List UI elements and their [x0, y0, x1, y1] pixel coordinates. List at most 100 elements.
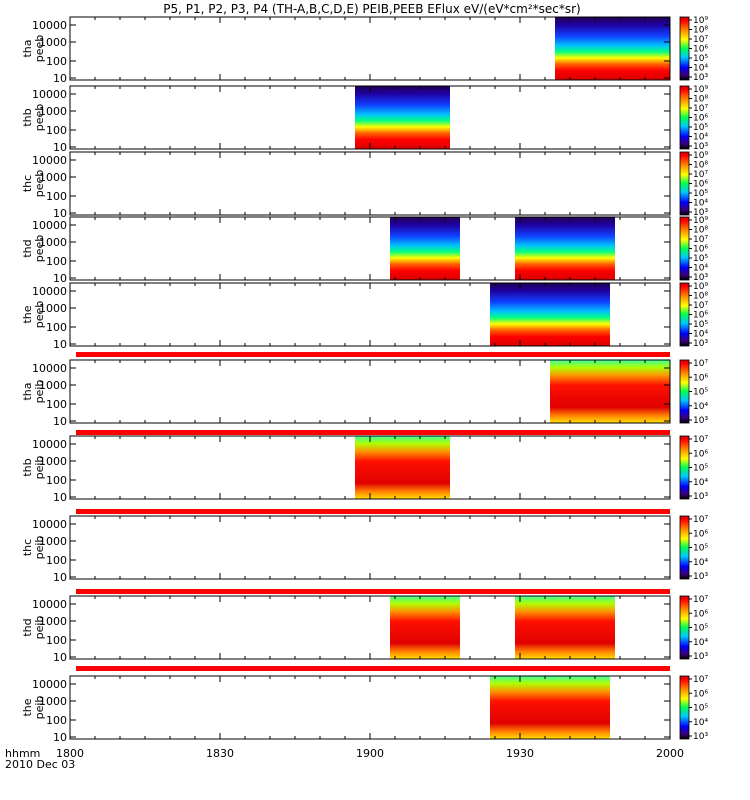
colorbar-tick-label: 10⁹ — [693, 216, 708, 226]
y-tick-label: 10 — [53, 272, 67, 285]
y-tick-label: 100 — [46, 124, 67, 137]
colorbar-tick-label: 10⁵ — [693, 54, 708, 64]
panel-thd-peeb: 10000 1000 100 10 thd peeb 10⁹10⁸10⁷10⁶10⁵10⁴1… — [21, 216, 708, 285]
y-tick-label: 10 — [53, 207, 67, 220]
colorbar-tick-label: 10⁶ — [693, 609, 708, 619]
panel-instrument-label: peeb — [33, 104, 46, 132]
y-tick-label: 10 — [53, 651, 67, 664]
colorbar-tick-label: 10⁴ — [693, 718, 708, 728]
colorbar-tick-label: 10⁴ — [693, 264, 708, 274]
y-tick-label: 100 — [46, 634, 67, 647]
panel-instrument-label: peeb — [33, 301, 46, 329]
panel-probe-label: thd — [21, 618, 34, 636]
colorbar — [679, 16, 690, 81]
y-tick-label: 10000 — [32, 285, 67, 298]
colorbar-tick-label: 10³ — [693, 208, 708, 218]
colorbar-tick-label: 10⁵ — [693, 544, 708, 554]
y-tick-label: 100 — [46, 55, 67, 68]
colorbar-tick-label: 10⁷ — [693, 359, 708, 369]
colorbar-tick-label: 10⁷ — [693, 104, 708, 114]
panel-probe-label: thb — [21, 458, 34, 476]
y-tick-label: 10000 — [32, 219, 67, 232]
y-tick-label: 10000 — [32, 598, 67, 611]
panel-instrument-label: peeb — [33, 235, 46, 263]
x-axis: hhmm 2010 Dec 03 1800 1830 1900 1930 2000 — [5, 747, 684, 771]
panel-tha-peib: 10000 1000 100 10 tha peib 10⁷ 10⁶ 10⁵ 10⁴ 10³ — [21, 359, 708, 428]
colorbar-tick-label: 10⁴ — [693, 330, 708, 340]
colorbar-tick-label: 10³ — [693, 273, 708, 283]
colorbar-tick-label: 10⁶ — [693, 45, 708, 55]
panel-instrument-label: peib — [33, 696, 46, 720]
y-tick-label: 10000 — [32, 438, 67, 451]
spectrogram-block — [515, 217, 615, 280]
colorbar — [679, 595, 690, 660]
colorbar — [679, 675, 690, 740]
spectrogram-block — [490, 283, 610, 346]
y-tick-label: 10 — [53, 731, 67, 744]
colorbar-tick-label: 10⁴ — [693, 199, 708, 209]
y-tick-label: 10000 — [32, 88, 67, 101]
y-tick-label: 1000 — [39, 236, 67, 249]
colorbar-tick-label: 10⁶ — [693, 311, 708, 321]
spectrogram-block — [390, 217, 460, 280]
y-tick-label: 10000 — [32, 678, 67, 691]
y-tick-label: 10 — [53, 571, 67, 584]
panel-tha-peeb: 10000 1000 100 10 tha peeb 10⁹10⁸10⁷10⁶10⁵10⁴1… — [21, 16, 708, 85]
y-tick-label: 1000 — [39, 455, 67, 468]
colorbar-tick-label: 10⁷ — [693, 35, 708, 45]
x-tick-label: 2000 — [656, 747, 684, 760]
panel-thc-peeb: 10000 1000 100 10 thc peeb 10⁹10⁸10⁷10⁶10⁵10⁴1… — [21, 151, 708, 220]
spectrogram-block — [490, 676, 610, 739]
x-axis-unit-label: hhmm — [5, 747, 40, 760]
spectrogram-block — [555, 17, 670, 80]
y-tick-label: 10 — [53, 72, 67, 85]
colorbar — [679, 515, 690, 580]
colorbar-tick-label: 10⁹ — [693, 282, 708, 292]
y-tick-label: 10 — [53, 415, 67, 428]
colorbar — [679, 85, 690, 150]
y-tick-label: 100 — [46, 714, 67, 727]
panel-frame — [69, 515, 671, 580]
colorbar-tick-label: 10⁴ — [693, 402, 708, 412]
spectrogram-block — [355, 436, 450, 499]
colorbar — [679, 282, 690, 347]
colorbar-tick-label: 10⁸ — [693, 226, 708, 236]
x-tick-label: 1830 — [206, 747, 234, 760]
colorbar-tick-label: 10⁴ — [693, 133, 708, 143]
panel-probe-label: thb — [21, 108, 34, 126]
colorbar-tick-label: 10³ — [693, 142, 708, 152]
panel-instrument-label: peib — [33, 536, 46, 560]
colorbar — [679, 359, 690, 424]
panel-the-peeb: 10000 1000 100 10 the peeb 10⁹10⁸10⁷10⁶10⁵10⁴1… — [21, 282, 708, 351]
y-tick-label: 10 — [53, 141, 67, 154]
y-tick-label: 1000 — [39, 171, 67, 184]
y-tick-label: 100 — [46, 321, 67, 334]
y-tick-label: 10 — [53, 491, 67, 504]
spectrogram-block — [355, 86, 450, 149]
panel-instrument-label: peib — [33, 456, 46, 480]
y-tick-label: 10000 — [32, 19, 67, 32]
colorbar-tick-label: 10⁵ — [693, 320, 708, 330]
colorbar-tick-label: 10⁶ — [693, 689, 708, 699]
colorbar-tick-label: 10⁴ — [693, 638, 708, 648]
colorbar-tick-label: 10⁵ — [693, 123, 708, 133]
panel-separator-band — [76, 509, 670, 514]
panel-thd-peib: 10000 1000 100 10 thd peib 10⁷ 10⁶ 10⁵ 10⁴ 10³ — [21, 595, 708, 664]
y-tick-label: 10000 — [32, 362, 67, 375]
colorbar-tick-label: 10⁸ — [693, 292, 708, 302]
panel-thc-peib: 10000 1000 100 10 thc peib 10⁷ 10⁶ 10⁵ 10⁴ 10³ — [21, 515, 708, 584]
colorbar-tick-label: 10³ — [693, 416, 708, 426]
x-axis-date-label: 2010 Dec 03 — [5, 758, 75, 771]
colorbar-tick-label: 10⁹ — [693, 16, 708, 26]
y-tick-label: 100 — [46, 554, 67, 567]
colorbar-tick-label: 10⁵ — [693, 624, 708, 634]
colorbar-tick-label: 10⁹ — [693, 151, 708, 161]
colorbar-tick-label: 10⁶ — [693, 373, 708, 383]
panel-probe-label: tha — [21, 382, 34, 400]
y-tick-label: 1000 — [39, 105, 67, 118]
colorbar-tick-label: 10⁷ — [693, 435, 708, 445]
y-tick-label: 100 — [46, 398, 67, 411]
y-tick-label: 100 — [46, 474, 67, 487]
panel-separator-band — [76, 589, 670, 594]
